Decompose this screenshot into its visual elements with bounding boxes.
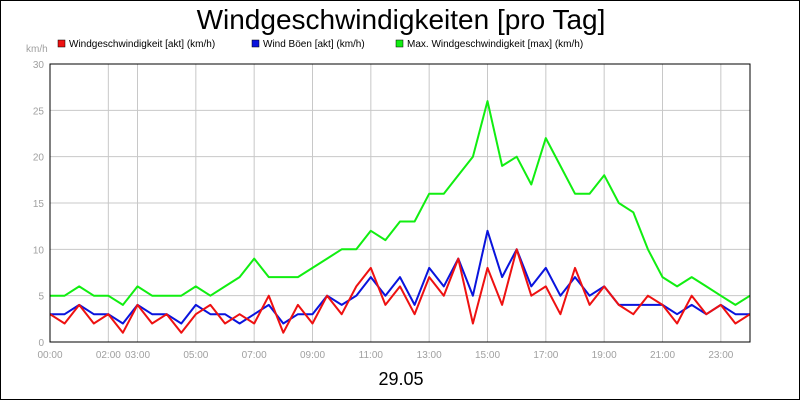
x-tick-label: 17:00 [533, 350, 558, 361]
series-line-2 [50, 229, 750, 325]
series-lines [49, 100, 751, 334]
x-tick-label: 23:00 [708, 350, 733, 361]
x-axis-date-label: 29.05 [378, 369, 424, 389]
x-axis-ticks: 00:00 02:00 03:00 05:00 07:00 09:00 11:00 13:00… [37, 350, 733, 361]
x-tick-label: 21:00 [650, 350, 675, 361]
y-tick-label: 0 [38, 338, 44, 349]
y-tick-label: 15 [33, 199, 45, 210]
legend-swatch-1 [57, 39, 66, 48]
x-tick-label: 11:00 [359, 350, 384, 361]
plot-area [49, 63, 751, 343]
y-tick-label: 25 [33, 106, 45, 117]
x-tick-label: 03:00 [125, 350, 150, 361]
series-line-3 [50, 100, 751, 306]
legend-swatch-3 [395, 39, 404, 48]
legend-entry-3: Max. Windgeschwindigkeit [max] (km/h) [407, 39, 583, 50]
y-tick-label: 20 [33, 153, 45, 164]
x-tick-label: 19:00 [592, 350, 617, 361]
x-tick-label: 15:00 [475, 350, 500, 361]
x-tick-label: 13:00 [417, 350, 442, 361]
legend-entry-2: Wind Böen [akt] (km/h) [263, 39, 365, 50]
x-tick-label: 02:00 [96, 350, 121, 361]
legend-swatch-2 [251, 39, 260, 48]
chart-title: Windgeschwindigkeiten [pro Tag] [196, 4, 606, 35]
y-tick-label: 30 [33, 60, 45, 71]
x-tick-label: 07:00 [242, 350, 267, 361]
x-tick-label: 09:00 [300, 350, 325, 361]
y-tick-label: 5 [38, 292, 44, 303]
y-axis-unit-label: km/h [26, 44, 48, 55]
series-line-1 [49, 248, 751, 334]
legend-entry-1: Windgeschwindigkeit [akt] (km/h) [69, 39, 215, 50]
y-tick-label: 10 [33, 245, 45, 256]
y-axis-ticks: 0 5 10 15 20 25 30 [33, 60, 45, 349]
legend: Windgeschwindigkeit [akt] (km/h) Wind Böe… [57, 39, 583, 50]
x-tick-label: 00:00 [37, 350, 62, 361]
x-tick-label: 05:00 [183, 350, 208, 361]
